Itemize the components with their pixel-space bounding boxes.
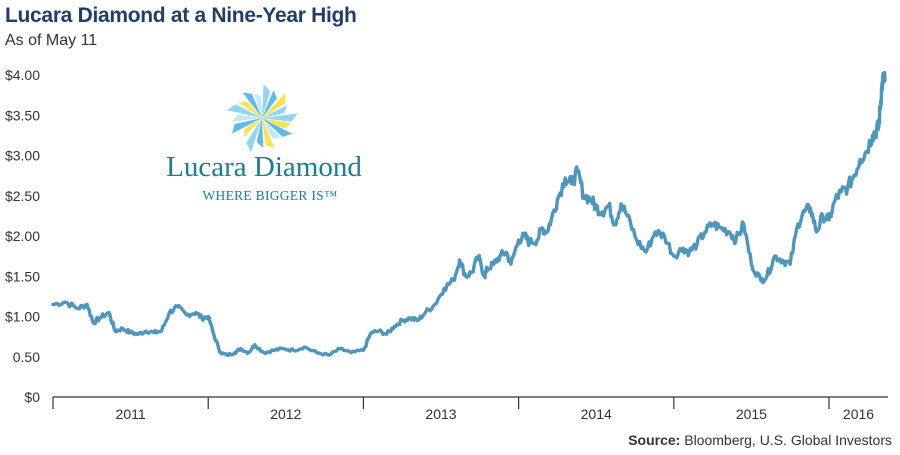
logo-ray <box>262 90 277 118</box>
starburst-icon <box>226 84 298 153</box>
logo-ray <box>256 118 264 148</box>
logo-ray <box>244 118 262 138</box>
logo-ray <box>242 92 262 118</box>
x-tick-label: 2016 <box>843 406 874 422</box>
y-tick-label: $1.00 <box>5 309 40 325</box>
x-tick-label: 2011 <box>116 406 146 422</box>
y-tick-label: 0.50 <box>13 349 40 365</box>
logo-ray <box>262 113 298 122</box>
logo-ray <box>262 118 292 129</box>
y-tick-label: $3.50 <box>5 107 40 123</box>
lucara-logo <box>226 84 298 153</box>
chart-subtitle: As of May 11 <box>5 32 98 49</box>
x-axis: 2011 2012 2013 2014 2015 2016 <box>52 396 888 422</box>
y-tick-label: $1.50 <box>5 268 40 284</box>
x-tick-label: 2014 <box>581 406 612 422</box>
logo-tagline: WHERE BIGGER IS™ <box>202 188 337 203</box>
logo-name: Lucara Diamond <box>166 151 362 183</box>
logo-ray <box>254 93 262 118</box>
source-label: Source: <box>628 432 681 448</box>
y-axis: $0 0.50 $1.00 $1.50 $2.00 $2.50 $3.00 $3.50 $4.0… <box>5 67 40 405</box>
y-tick-label: $4.00 <box>5 67 40 83</box>
chart-title: Lucara Diamond at a Nine-Year High <box>5 4 357 27</box>
y-tick-label: $3.00 <box>5 148 40 164</box>
source-note: Source: Bloomberg, U.S. Global Investors <box>628 432 892 448</box>
y-tick-label: $2.00 <box>5 228 40 244</box>
logo-ray <box>226 104 262 118</box>
x-tick-label: 2012 <box>270 406 301 422</box>
logo-ray <box>231 118 262 134</box>
x-tick-label: 2013 <box>425 406 456 422</box>
series-line-0 <box>51 70 887 358</box>
logo-ray <box>262 92 286 118</box>
x-tick-label: 2015 <box>736 406 767 422</box>
source-text: Bloomberg, U.S. Global Investors <box>680 432 892 448</box>
logo-ray <box>232 114 262 122</box>
logo-ray <box>246 118 262 153</box>
series-layer <box>51 70 887 358</box>
y-tick-label: $0 <box>24 389 40 405</box>
logo-ray <box>262 84 271 118</box>
logo-ray <box>238 101 262 118</box>
y-tick-label: $2.50 <box>5 188 40 204</box>
logo-ray <box>262 118 293 137</box>
logo-ray <box>262 118 275 149</box>
